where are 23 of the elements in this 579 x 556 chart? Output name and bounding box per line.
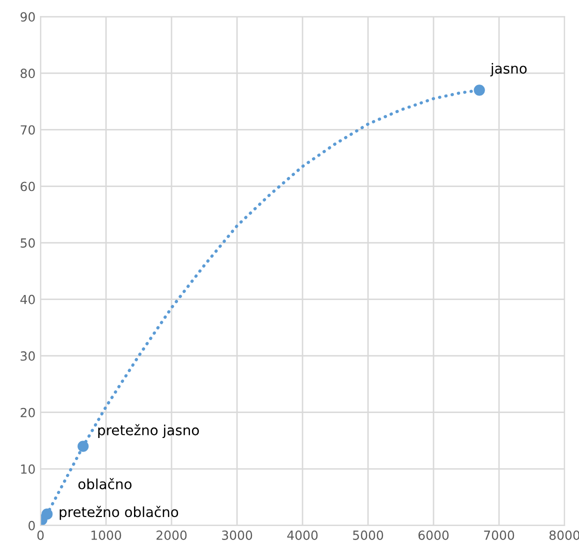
x-tick-label: 2000 xyxy=(156,530,187,540)
y-tick-label: 0 xyxy=(28,520,35,530)
x-tick-label: 0 xyxy=(37,530,44,540)
y-tick-label: 50 xyxy=(20,238,35,248)
y-tick-label: 10 xyxy=(21,464,35,474)
x-tick-label: 7000 xyxy=(484,530,514,540)
annotation: oblačno xyxy=(78,478,132,490)
y-tick-label: 60 xyxy=(20,182,35,192)
x-tick-label: 1000 xyxy=(91,530,122,540)
y-tick-label: 90 xyxy=(20,12,35,22)
y-tick-label: 80 xyxy=(20,68,35,78)
y-tick-label: 40 xyxy=(20,294,35,304)
annotation: pretežno oblačno xyxy=(60,506,178,520)
point xyxy=(474,84,485,96)
x-tick-label: 5000 xyxy=(353,530,384,540)
annotation: pretežno jasno xyxy=(98,424,199,438)
x-tick-label: 3000 xyxy=(222,530,252,540)
y-tick-label: 70 xyxy=(20,125,35,135)
y-tick-label: 20 xyxy=(20,408,35,418)
x-tick-label: 4000 xyxy=(287,530,318,540)
x-tick-label: 6000 xyxy=(418,530,449,540)
annotation: jasno xyxy=(490,62,527,76)
y-tick-label: 30 xyxy=(20,351,35,361)
